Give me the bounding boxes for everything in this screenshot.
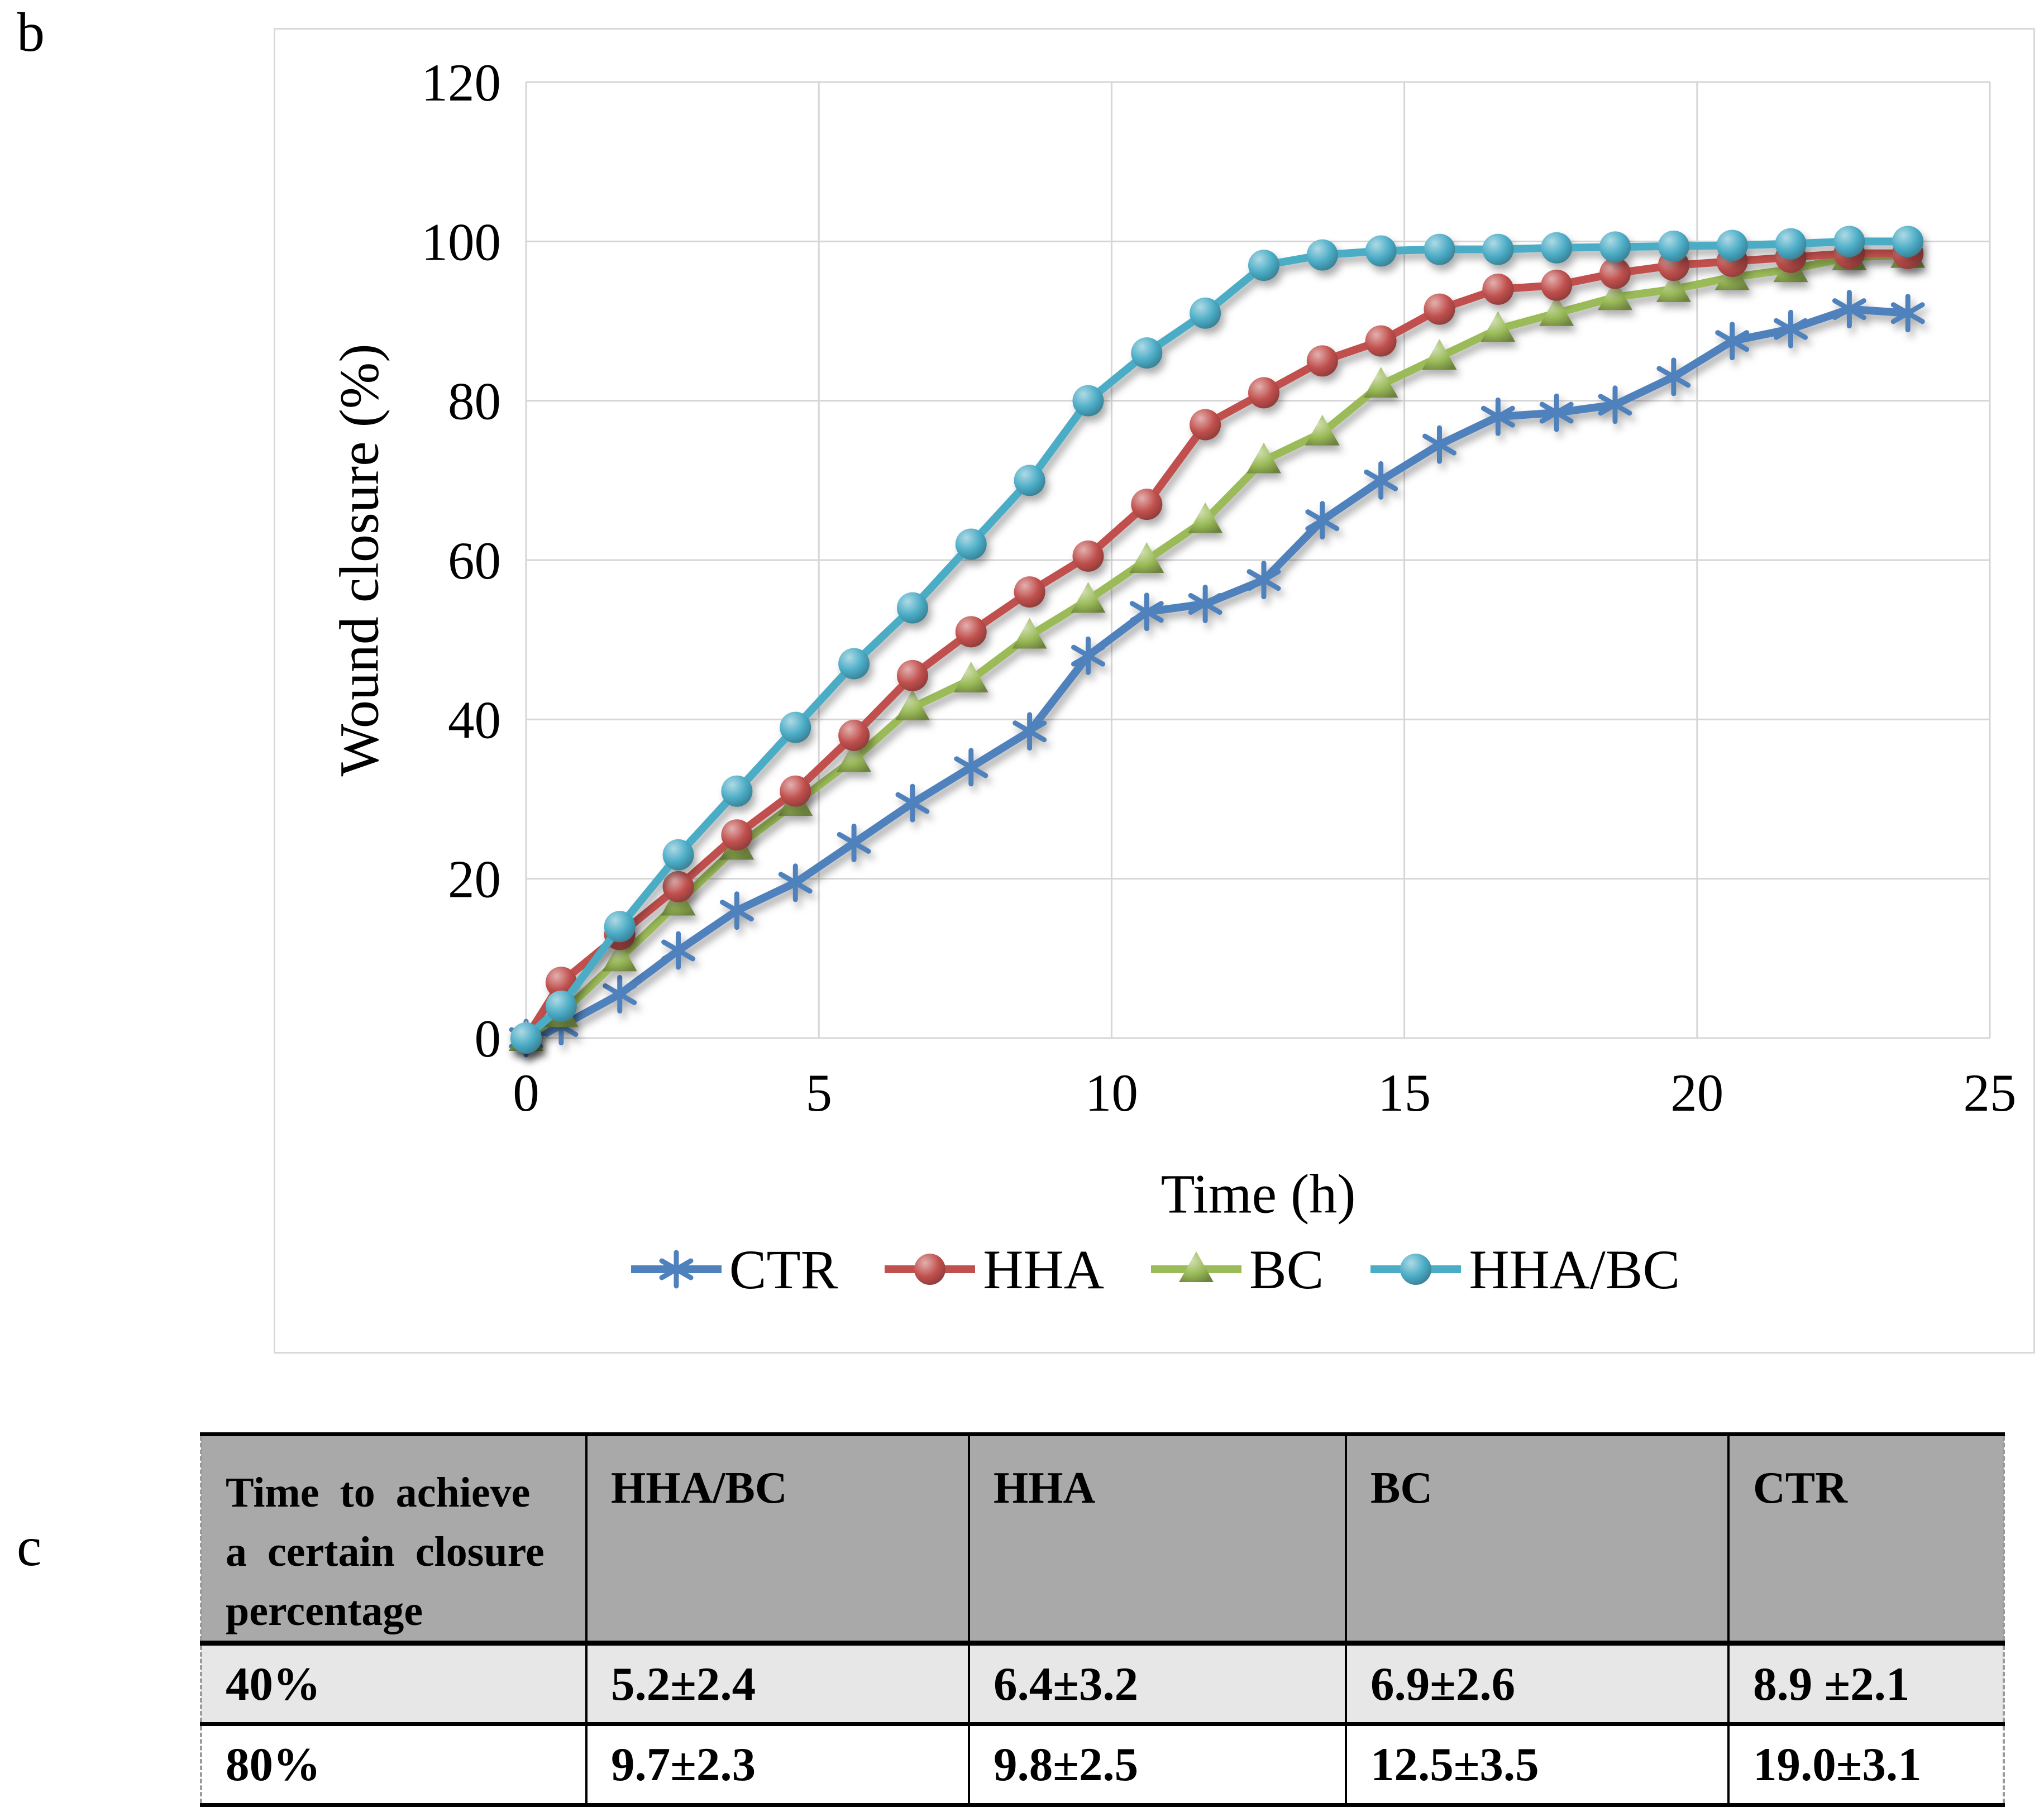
table-row-80: 80% 9.7±2.3 9.8±2.5 12.5±3.5 19.0±3.1	[200, 1723, 2005, 1807]
table-cell: 6.9±2.6	[1345, 1642, 1730, 1726]
legend-item-HHA/BC: HHA/BC	[1368, 1237, 1680, 1302]
chart-legend: CTR HHA BC HHA/BC	[275, 1236, 2033, 1303]
table-cell: 8.9 ±2.1	[1727, 1642, 2005, 1726]
legend-marker-triangle-icon	[1150, 1251, 1241, 1282]
legend-label: CTR	[729, 1238, 838, 1301]
table-cell: 12.5±3.5	[1345, 1723, 1730, 1807]
table-cell: 19.0±3.1	[1727, 1723, 2005, 1807]
panel-label-c: c	[17, 1516, 42, 1577]
wound-closure-chart: 0 20 40 60 80 100 120 0 5 10 15 20 25	[422, 53, 2017, 1122]
series-HHA/BC	[510, 226, 1924, 1054]
x-tick-label: 15	[1378, 1063, 1431, 1122]
legend-label: HHA/BC	[1469, 1238, 1680, 1301]
table-header-ctr: CTR	[1727, 1432, 2005, 1646]
y-tick-label: 80	[448, 372, 501, 431]
table-header-time-label: Time to achieve a certain closure percen…	[226, 1469, 545, 1634]
y-axis-title: Wound closure (%)	[328, 343, 390, 777]
y-tick-label: 0	[475, 1009, 502, 1068]
table-header-hha: HHA	[968, 1432, 1347, 1646]
closure-time-table: Time to achieve a certain closure percen…	[200, 1432, 2005, 1807]
x-tick-label: 25	[1964, 1063, 2017, 1122]
y-tick-label: 20	[448, 850, 501, 909]
legend-label: HHA	[983, 1238, 1104, 1301]
x-tick-label: 20	[1670, 1063, 1723, 1122]
closure-table: Time to achieve a certain closure percen…	[200, 1432, 2005, 1807]
table-header-time: Time to achieve a certain closure percen…	[200, 1432, 588, 1646]
gridlines	[525, 81, 1991, 1039]
y-tick-label: 40	[448, 690, 501, 749]
y-tick-label: 60	[448, 531, 501, 590]
legend-marker-asterisk-icon	[631, 1250, 722, 1289]
legend-item-BC: BC	[1149, 1237, 1324, 1302]
legend-item-CTR: CTR	[629, 1237, 838, 1302]
y-tick-labels: 0 20 40 60 80 100 120	[422, 53, 502, 1068]
legend-item-HHA: HHA	[882, 1237, 1104, 1302]
table-cell: 5.2±2.4	[585, 1642, 970, 1726]
table-cell: 6.4±3.2	[968, 1642, 1347, 1726]
x-tick-label: 10	[1085, 1063, 1138, 1122]
table-row-40: 40% 5.2±2.4 6.4±3.2 6.9±2.6 8.9 ±2.1	[200, 1642, 2005, 1726]
table-header-row: Time to achieve a certain closure percen…	[200, 1432, 2005, 1646]
table-cell: 40%	[200, 1642, 588, 1726]
y-tick-label: 100	[422, 212, 502, 271]
x-tick-label: 5	[805, 1063, 832, 1122]
legend-marker-circle-icon	[885, 1254, 976, 1285]
table-cell: 80%	[200, 1723, 588, 1807]
x-tick-label: 0	[513, 1063, 539, 1122]
x-axis-title: Time (h)	[1161, 1163, 1356, 1225]
series-BC	[509, 237, 1926, 1051]
panel-label-b: b	[17, 1, 45, 63]
table-cell: 9.8±2.5	[968, 1723, 1347, 1807]
legend-label: BC	[1249, 1238, 1324, 1301]
y-tick-label: 120	[422, 53, 502, 112]
x-tick-labels: 0 5 10 15 20 25	[513, 1063, 2016, 1122]
table-header-bc: BC	[1345, 1432, 1730, 1646]
table-header-hhabc: HHA/BC	[585, 1432, 970, 1646]
legend-marker-circle-icon	[1370, 1254, 1462, 1285]
series-HHA	[510, 237, 1924, 1054]
table-cell: 9.7±2.3	[585, 1723, 970, 1807]
series-CTR	[509, 290, 1925, 1058]
chart-panel: 0 20 40 60 80 100 120 0 5 10 15 20 25 Wound closure …	[274, 28, 2035, 1354]
